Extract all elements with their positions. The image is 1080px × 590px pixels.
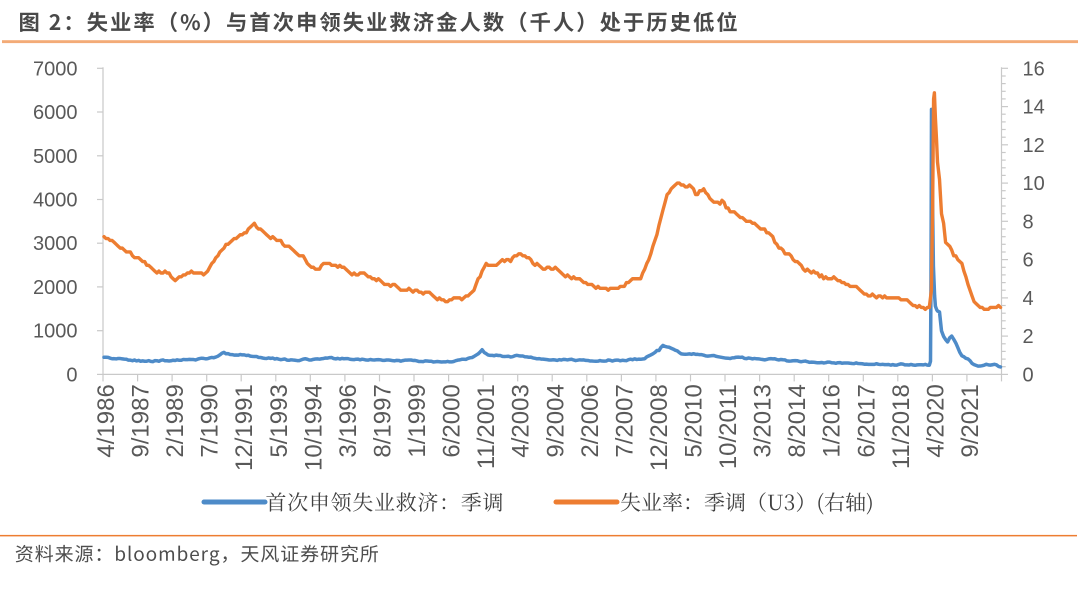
svg-text:6: 6 [1023, 250, 1034, 272]
svg-text:0: 0 [66, 364, 77, 386]
svg-text:8/1997: 8/1997 [370, 384, 397, 457]
svg-text:3/1996: 3/1996 [335, 384, 362, 457]
svg-text:6/2017: 6/2017 [853, 384, 880, 457]
svg-text:5000: 5000 [33, 146, 78, 168]
svg-text:11/2018: 11/2018 [888, 384, 915, 469]
svg-text:6/2000: 6/2000 [439, 384, 466, 457]
svg-text:3000: 3000 [33, 233, 78, 255]
svg-text:2: 2 [1023, 326, 1034, 348]
svg-text:2000: 2000 [33, 277, 78, 299]
svg-text:8: 8 [1023, 211, 1034, 233]
svg-text:14: 14 [1023, 97, 1045, 119]
svg-text:5/2010: 5/2010 [681, 384, 708, 457]
svg-text:1/1999: 1/1999 [404, 384, 431, 457]
svg-text:5/1993: 5/1993 [266, 384, 293, 457]
svg-text:7000: 7000 [33, 58, 78, 80]
svg-text:1000: 1000 [33, 321, 78, 343]
svg-text:1/2016: 1/2016 [819, 384, 846, 457]
svg-text:9/1987: 9/1987 [128, 384, 155, 457]
svg-text:6000: 6000 [33, 102, 78, 124]
svg-text:10/2011: 10/2011 [715, 384, 742, 469]
svg-text:8/2014: 8/2014 [784, 384, 811, 457]
svg-text:4/2020: 4/2020 [922, 384, 949, 457]
svg-text:7/1990: 7/1990 [197, 384, 224, 457]
svg-text:9/2021: 9/2021 [957, 384, 984, 457]
svg-text:12: 12 [1023, 135, 1045, 157]
svg-text:10/1994: 10/1994 [300, 384, 327, 471]
svg-text:7/2007: 7/2007 [611, 384, 638, 457]
svg-text:4/2003: 4/2003 [508, 384, 535, 457]
svg-text:3/2013: 3/2013 [750, 384, 777, 457]
svg-text:10: 10 [1023, 173, 1045, 195]
svg-text:12/1991: 12/1991 [231, 384, 258, 471]
svg-text:11/2001: 11/2001 [473, 384, 500, 469]
svg-text:9/2004: 9/2004 [542, 384, 569, 457]
svg-text:4: 4 [1023, 288, 1034, 310]
svg-text:16: 16 [1023, 58, 1045, 80]
svg-text:2/2006: 2/2006 [577, 384, 604, 457]
svg-text:2/1989: 2/1989 [162, 384, 189, 457]
svg-text:12/2008: 12/2008 [646, 384, 673, 471]
svg-text:4/1986: 4/1986 [93, 384, 120, 457]
svg-text:4000: 4000 [33, 190, 78, 212]
svg-text:0: 0 [1023, 364, 1034, 386]
